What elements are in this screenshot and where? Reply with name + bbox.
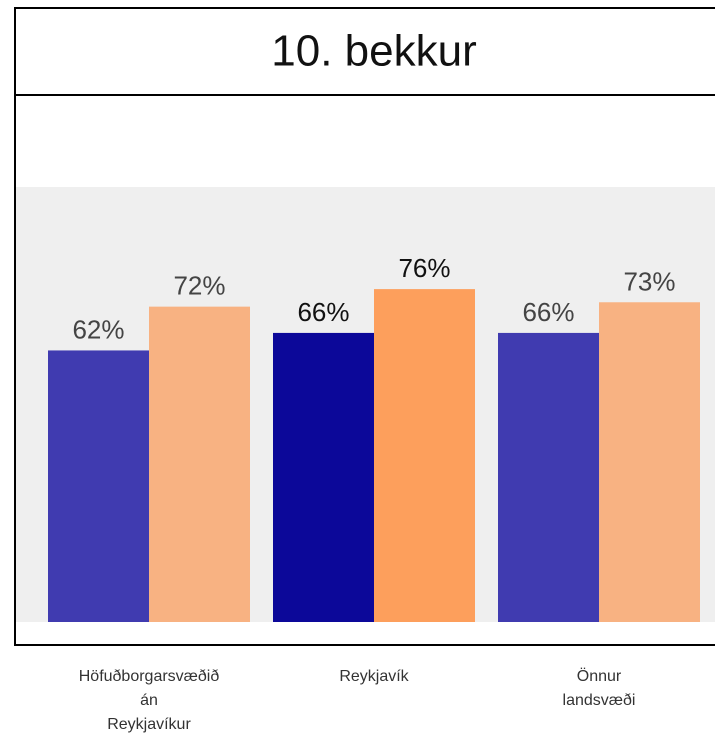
x-tick-label: Reykjavík [339, 668, 409, 685]
x-tick-label: Önnur landsvæði [562, 668, 636, 709]
title-box [14, 7, 715, 96]
bar [374, 289, 475, 622]
bar [149, 306, 250, 622]
bar [599, 302, 700, 622]
bar [498, 332, 600, 622]
data-label: 62% [72, 314, 124, 344]
data-label: 73% [623, 266, 675, 296]
bar [273, 332, 375, 622]
chart-title: 10. bekkur [271, 27, 476, 76]
data-label: 66% [297, 297, 349, 327]
data-label: 76% [398, 253, 450, 283]
data-label: 72% [173, 271, 225, 301]
bar [48, 350, 150, 622]
x-tick-label: Höfuðborgarsvæðið án Reykjavíkur [78, 668, 220, 733]
data-label: 66% [522, 297, 574, 327]
